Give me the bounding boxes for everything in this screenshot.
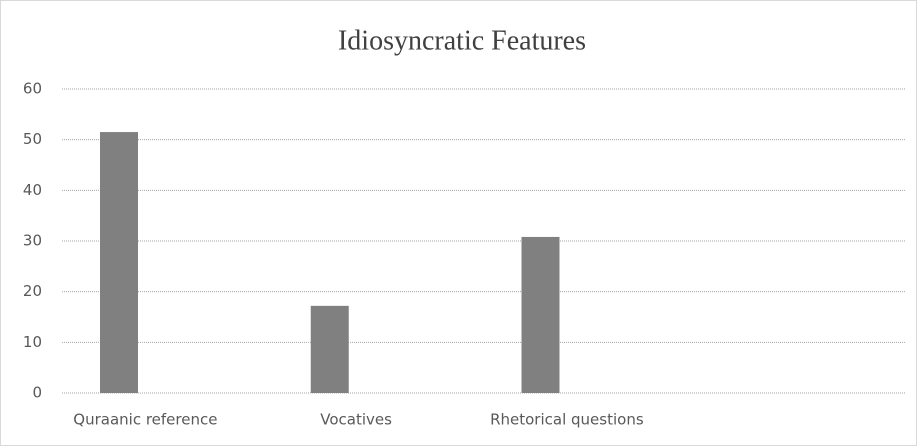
y-tick-label: 20 — [23, 282, 42, 300]
y-tick-label: 0 — [32, 384, 42, 402]
y-tick-label: 40 — [23, 181, 42, 199]
y-tick-label: 50 — [23, 130, 42, 148]
bar — [310, 305, 349, 393]
bar — [521, 236, 560, 393]
chart-title: Idiosyncratic Features — [338, 25, 586, 56]
y-tick-label: 60 — [23, 80, 42, 98]
bar — [100, 132, 138, 394]
y-tick-label: 30 — [23, 232, 42, 250]
x-tick-label: Vocatives — [320, 411, 392, 429]
y-tick-label: 10 — [23, 333, 42, 351]
x-tick-label: Rhetorical questions — [490, 411, 644, 429]
x-tick-label: Quraanic reference — [73, 411, 217, 429]
